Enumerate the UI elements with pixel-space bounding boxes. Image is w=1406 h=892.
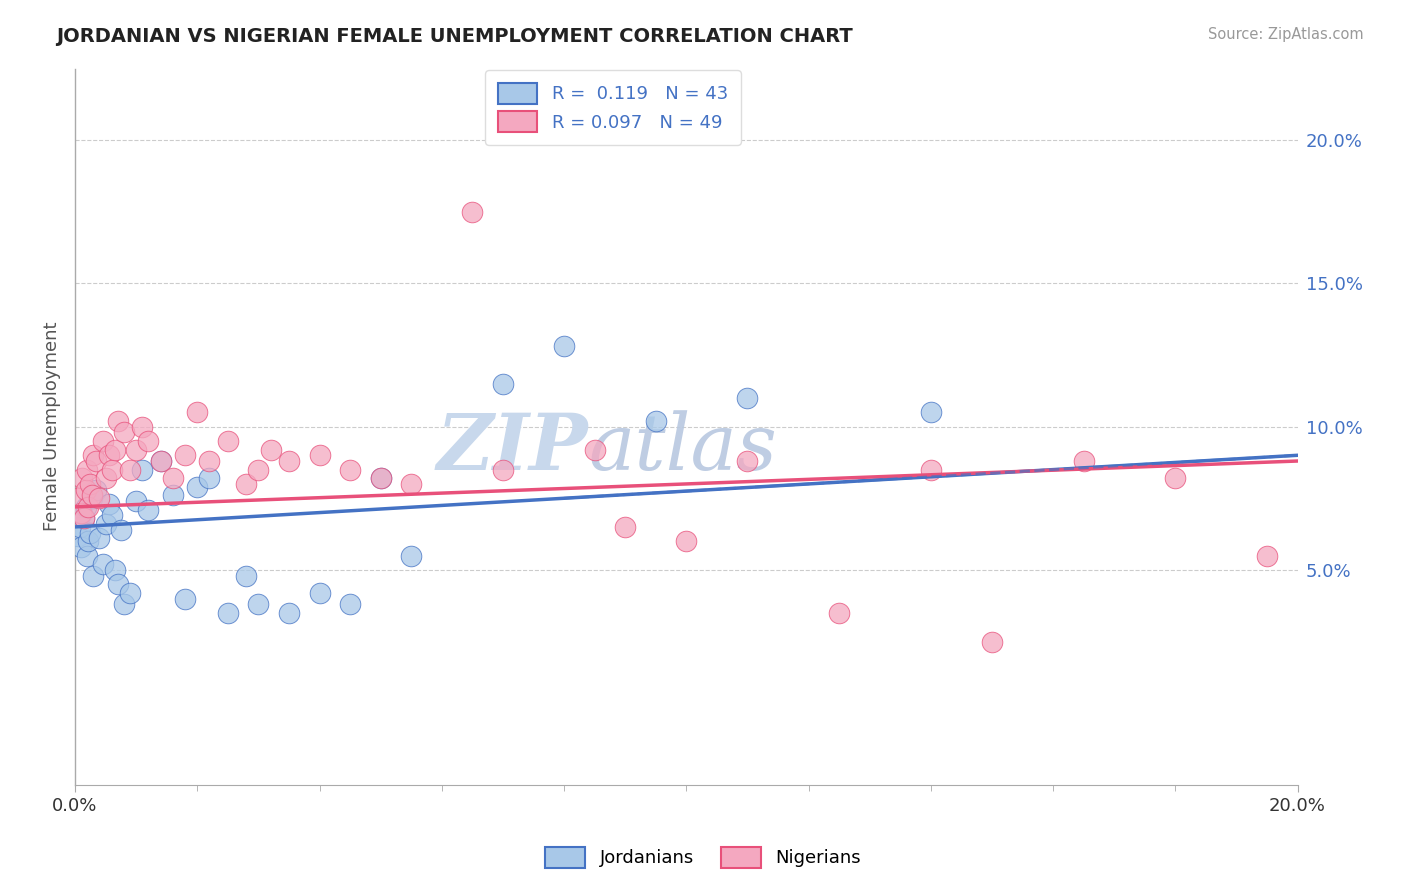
Point [77, 534, 100, 549]
Point [138, 502, 160, 516]
Point [461, 204, 484, 219]
Point [644, 414, 666, 428]
Point [217, 434, 239, 448]
Point [107, 577, 129, 591]
Point [399, 477, 422, 491]
Point [186, 480, 208, 494]
Point [308, 586, 330, 600]
Point [1256, 549, 1278, 563]
Point [100, 508, 122, 523]
Point [82, 488, 104, 502]
Point [138, 434, 160, 448]
Legend: Jordanians, Nigerians: Jordanians, Nigerians [534, 836, 872, 879]
Point [920, 405, 942, 419]
Point [100, 462, 122, 476]
Point [174, 448, 197, 462]
Point [162, 471, 184, 485]
Point [82, 448, 104, 462]
Point [67, 528, 90, 542]
Point [104, 563, 127, 577]
Point [308, 448, 330, 462]
Point [110, 523, 132, 537]
Point [73, 511, 96, 525]
Point [174, 591, 197, 606]
Point [70, 506, 93, 520]
Point [980, 634, 1002, 648]
Point [247, 462, 270, 476]
Point [77, 500, 100, 514]
Point [198, 454, 221, 468]
Point [217, 606, 239, 620]
Point [339, 462, 361, 476]
Point [97, 448, 120, 462]
Point [162, 488, 184, 502]
Point [72, 471, 94, 485]
Point [492, 376, 515, 391]
Point [583, 442, 606, 457]
Point [370, 471, 392, 485]
Point [370, 471, 392, 485]
Text: Source: ZipAtlas.com: Source: ZipAtlas.com [1208, 27, 1364, 42]
Point [278, 606, 301, 620]
Point [737, 454, 759, 468]
Point [73, 511, 96, 525]
Point [1164, 471, 1187, 485]
Point [89, 532, 111, 546]
Point [75, 483, 97, 497]
Point [737, 391, 759, 405]
Point [278, 454, 301, 468]
Point [492, 462, 515, 476]
Point [399, 549, 422, 563]
Point [76, 549, 98, 563]
Point [1073, 454, 1095, 468]
Point [72, 506, 94, 520]
Y-axis label: Female Unemployment: Female Unemployment [44, 322, 60, 532]
Point [247, 597, 270, 611]
Point [131, 419, 153, 434]
Point [94, 516, 117, 531]
Point [125, 494, 148, 508]
Point [86, 483, 108, 497]
Point [828, 606, 851, 620]
Point [79, 525, 101, 540]
Point [920, 462, 942, 476]
Point [107, 414, 129, 428]
Point [82, 491, 104, 506]
Point [235, 568, 257, 582]
Point [198, 471, 221, 485]
Point [118, 586, 141, 600]
Point [112, 425, 135, 440]
Point [118, 462, 141, 476]
Text: ZIP: ZIP [437, 410, 589, 486]
Point [235, 477, 257, 491]
Point [89, 491, 111, 506]
Point [79, 477, 101, 491]
Point [97, 497, 120, 511]
Point [75, 500, 97, 514]
Point [91, 434, 114, 448]
Point [69, 520, 91, 534]
Point [339, 597, 361, 611]
Point [186, 405, 208, 419]
Point [76, 462, 98, 476]
Point [149, 454, 172, 468]
Point [91, 557, 114, 571]
Point [614, 520, 637, 534]
Point [82, 568, 104, 582]
Point [553, 339, 575, 353]
Point [259, 442, 281, 457]
Point [86, 454, 108, 468]
Legend: R =  0.119   N = 43, R = 0.097   N = 49: R = 0.119 N = 43, R = 0.097 N = 49 [485, 70, 741, 145]
Point [675, 534, 697, 549]
Point [67, 491, 90, 506]
Point [104, 442, 127, 457]
Point [149, 454, 172, 468]
Text: JORDANIAN VS NIGERIAN FEMALE UNEMPLOYMENT CORRELATION CHART: JORDANIAN VS NIGERIAN FEMALE UNEMPLOYMEN… [56, 27, 853, 45]
Text: atlas: atlas [589, 410, 778, 486]
Point [112, 597, 135, 611]
Point [131, 462, 153, 476]
Point [70, 540, 93, 554]
Point [125, 442, 148, 457]
Point [94, 471, 117, 485]
